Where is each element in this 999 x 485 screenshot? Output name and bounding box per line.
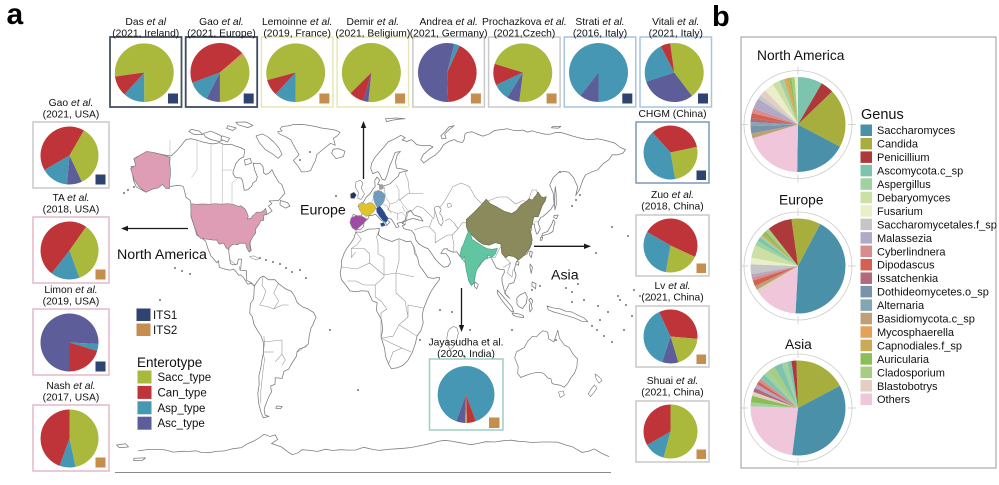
svg-text:Lemoinne et al.: Lemoinne et al.: [262, 17, 332, 28]
svg-text:Asc_type: Asc_type: [158, 418, 205, 430]
svg-text:Asia: Asia: [551, 268, 579, 284]
svg-text:Fusarium: Fusarium: [877, 206, 923, 218]
svg-text:Capnodiales.f_sp: Capnodiales.f_sp: [877, 340, 962, 352]
svg-text:Saccharomycetales.f_sp: Saccharomycetales.f_sp: [877, 219, 997, 231]
svg-text:(2017, USA): (2017, USA): [43, 393, 100, 404]
svg-text:(2021, China): (2021, China): [641, 293, 703, 304]
svg-text:Jayasudha et al.: Jayasudha et al.: [429, 338, 504, 349]
svg-text:Strati et al.: Strati et al.: [575, 17, 624, 28]
svg-text:Blastobotrys: Blastobotrys: [877, 381, 938, 393]
svg-text:(2020, India): (2020, India): [437, 349, 495, 360]
svg-text:Issatchenkia: Issatchenkia: [877, 273, 939, 285]
svg-text:ITS1: ITS1: [153, 310, 177, 322]
svg-text:Shuai et al.: Shuai et al.: [647, 376, 699, 387]
svg-text:Andrea et al.: Andrea et al.: [419, 17, 477, 28]
svg-text:(2019, USA): (2019, USA): [43, 297, 100, 308]
svg-text:(2021, USA): (2021, USA): [43, 110, 100, 121]
svg-text:Limon et al.: Limon et al.: [44, 285, 97, 296]
svg-text:Prochazkova et al.: Prochazkova et al.: [482, 17, 567, 28]
svg-text:Gao et al.: Gao et al.: [49, 98, 94, 109]
svg-text:Debaryomyces: Debaryomyces: [877, 192, 951, 204]
svg-text:North America: North America: [117, 247, 207, 263]
svg-text:(2018, USA): (2018, USA): [43, 205, 100, 216]
svg-text:(2016, Italy): (2016, Italy): [573, 29, 627, 40]
svg-text:Ascomycota.c_sp: Ascomycota.c_sp: [877, 166, 963, 178]
svg-text:(2021, China): (2021, China): [641, 388, 703, 399]
svg-text:Cyberlindnera: Cyberlindnera: [877, 246, 946, 258]
svg-text:(2021, Europe): (2021, Europe): [187, 29, 256, 40]
svg-text:(2021, Italy): (2021, Italy): [649, 29, 703, 40]
svg-text:Asia: Asia: [785, 337, 812, 352]
svg-text:Penicillium: Penicillium: [877, 152, 930, 164]
svg-text:Europe: Europe: [779, 193, 824, 208]
svg-text:Basidiomycota.c_sp: Basidiomycota.c_sp: [877, 314, 975, 326]
svg-text:Saccharomyces: Saccharomyces: [877, 125, 956, 137]
svg-text:Zuo et al.: Zuo et al.: [651, 190, 694, 201]
svg-text:Dothideomycetes.o_sp: Dothideomycetes.o_sp: [877, 287, 989, 299]
svg-text:Others: Others: [877, 394, 911, 406]
svg-text:Malassezia: Malassezia: [877, 233, 933, 245]
svg-text:Can_type: Can_type: [158, 387, 207, 399]
svg-text:(2021, Germany): (2021, Germany): [410, 29, 488, 40]
svg-text:(2019, France): (2019, France): [263, 29, 331, 40]
svg-text:Aspergillus: Aspergillus: [877, 179, 931, 191]
svg-text:ITS2: ITS2: [153, 325, 177, 337]
svg-text:Vitali et al.: Vitali et al.: [652, 17, 699, 28]
svg-text:Cladosporium: Cladosporium: [877, 367, 945, 379]
svg-text:Enterotype: Enterotype: [137, 355, 202, 370]
svg-text:(2021, Ireland): (2021, Ireland): [112, 29, 179, 40]
svg-text:(2021,Czech): (2021,Czech): [493, 29, 555, 40]
svg-text:Dipodascus: Dipodascus: [877, 260, 935, 272]
svg-text:Genus: Genus: [861, 107, 904, 123]
svg-text:Gao et al.: Gao et al.: [199, 17, 244, 28]
svg-text:a: a: [7, 0, 24, 31]
svg-text:TA et al.: TA et al.: [52, 193, 89, 204]
svg-text:Auricularia: Auricularia: [877, 354, 930, 366]
svg-text:Nash et al.: Nash et al.: [46, 381, 95, 392]
svg-text:Asp_type: Asp_type: [158, 403, 206, 415]
svg-text:CHGM (China): CHGM (China): [638, 109, 706, 120]
svg-text:Lv et al.: Lv et al.: [654, 281, 690, 292]
svg-text:(2021, Beligium): (2021, Beligium): [335, 29, 410, 40]
svg-text:(2018, China): (2018, China): [641, 202, 703, 213]
svg-text:b: b: [712, 1, 730, 33]
svg-text:Demir et al.: Demir et al.: [347, 17, 400, 28]
svg-text:Alternaria: Alternaria: [877, 300, 925, 312]
svg-text:Mycosphaerella: Mycosphaerella: [877, 327, 955, 339]
svg-text:Europe: Europe: [300, 203, 346, 219]
svg-text:Sacc_type: Sacc_type: [158, 372, 212, 384]
svg-text:Das et al: Das et al: [125, 17, 166, 28]
svg-text:Candida: Candida: [877, 139, 919, 151]
svg-text:North America: North America: [757, 48, 845, 63]
